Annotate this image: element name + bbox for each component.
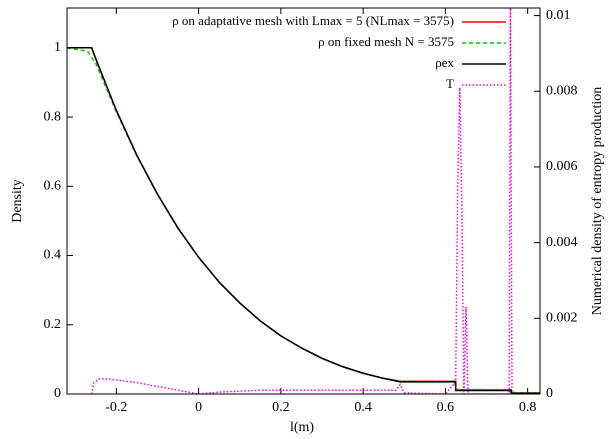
y-axis-label: Density	[10, 179, 25, 223]
x-tick-label: -0.2	[105, 400, 127, 415]
legend-label: ρex	[435, 55, 454, 70]
y2-tick-label: 0.008	[546, 83, 578, 98]
x-tick-label: 0.8	[519, 400, 537, 415]
x-tick-label: 0.4	[354, 400, 372, 415]
y2-axis-label: Numerical density of entropy production	[590, 87, 605, 316]
y2-tick-label: 0	[546, 386, 553, 401]
plot-frame	[66, 7, 541, 395]
series-line	[67, 47, 540, 394]
legend-label: T	[446, 76, 454, 91]
y-tick-label: 0.4	[44, 248, 62, 263]
y-tick-label: 0.2	[44, 317, 62, 332]
series-line	[67, 47, 540, 394]
y-tick-label: 0.8	[44, 109, 62, 124]
x-tick-label: 0.2	[272, 400, 290, 415]
legend: ρ on adaptative mesh with Lmax = 5 (NLma…	[172, 13, 506, 91]
legend-label: ρ on adaptative mesh with Lmax = 5 (NLma…	[172, 13, 454, 28]
y2-tick-label: 0.002	[546, 311, 578, 326]
y-tick-label: 0.6	[44, 179, 62, 194]
legend-label: ρ on fixed mesh N = 3575	[318, 34, 454, 49]
series-line	[90, 8, 540, 394]
x-tick-label: 0	[195, 400, 202, 415]
y2-tick-label: 0.004	[546, 235, 578, 250]
y2-tick-label: 0.01	[546, 8, 571, 23]
y-tick-label: 0	[54, 386, 61, 401]
series-line	[67, 47, 540, 394]
y2-tick-label: 0.006	[546, 159, 578, 174]
x-axis-label: l(m)	[290, 420, 314, 435]
x-tick-label: 0.6	[437, 400, 455, 415]
y-tick-label: 1	[54, 40, 61, 55]
